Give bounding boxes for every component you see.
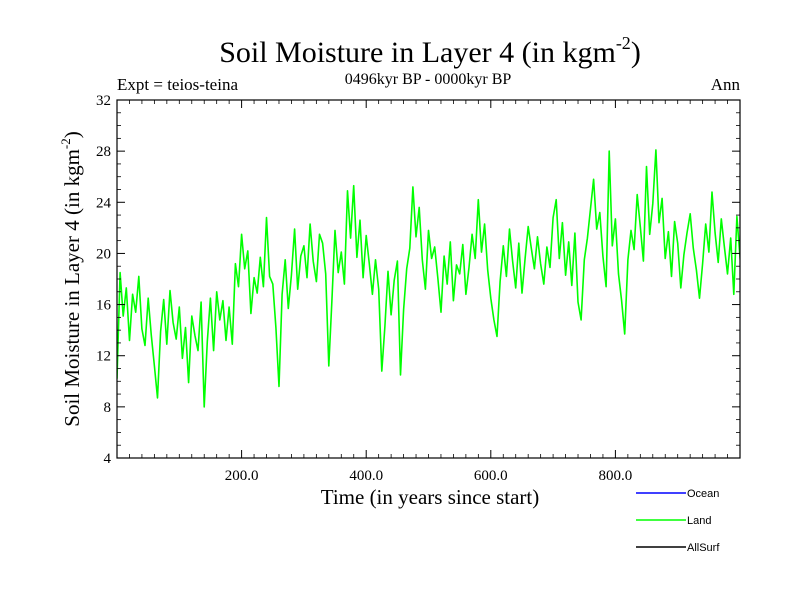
x-tick-label: 800.0 — [599, 468, 633, 484]
x-tick-label: 400.0 — [349, 468, 383, 484]
chart-title: Soil Moisture in Layer 4 (in kgm-2) — [219, 33, 641, 69]
plot-frame — [116, 99, 741, 459]
legend-label-allsurf: AllSurf — [687, 542, 720, 554]
y-axis-ticks: 4 8 12 16 20 24 28 32 — [96, 93, 740, 467]
y-tick-label: 4 — [104, 451, 112, 467]
y-tick-label: 12 — [96, 349, 111, 365]
expt-label: Expt = teios-teina — [117, 75, 238, 94]
x-tick-label: 200.0 — [225, 468, 259, 484]
x-axis-ticks: 200.0 400.0 600.0 800.0 — [129, 100, 728, 484]
y-tick-label: 16 — [96, 298, 112, 314]
chart-subtitle: 0496kyr BP - 0000kyr BP — [345, 71, 512, 88]
legend-label-ocean: Ocean — [687, 488, 719, 500]
x-tick-label: 600.0 — [474, 468, 508, 484]
y-tick-label: 32 — [96, 93, 111, 109]
x-axis-label: Time (in years since start) — [321, 485, 540, 509]
season-label: Ann — [711, 75, 741, 94]
y-axis-label: Soil Moisture in Layer 4 (in kgm-2) — [58, 131, 84, 426]
legend-label-land: Land — [687, 515, 711, 527]
y-tick-label: 28 — [96, 144, 111, 160]
series-line-land — [117, 149, 740, 408]
legend: Ocean Land AllSurf — [636, 488, 720, 554]
y-tick-label: 8 — [104, 400, 112, 416]
y-tick-label: 20 — [96, 246, 111, 262]
y-tick-label: 24 — [96, 195, 112, 211]
